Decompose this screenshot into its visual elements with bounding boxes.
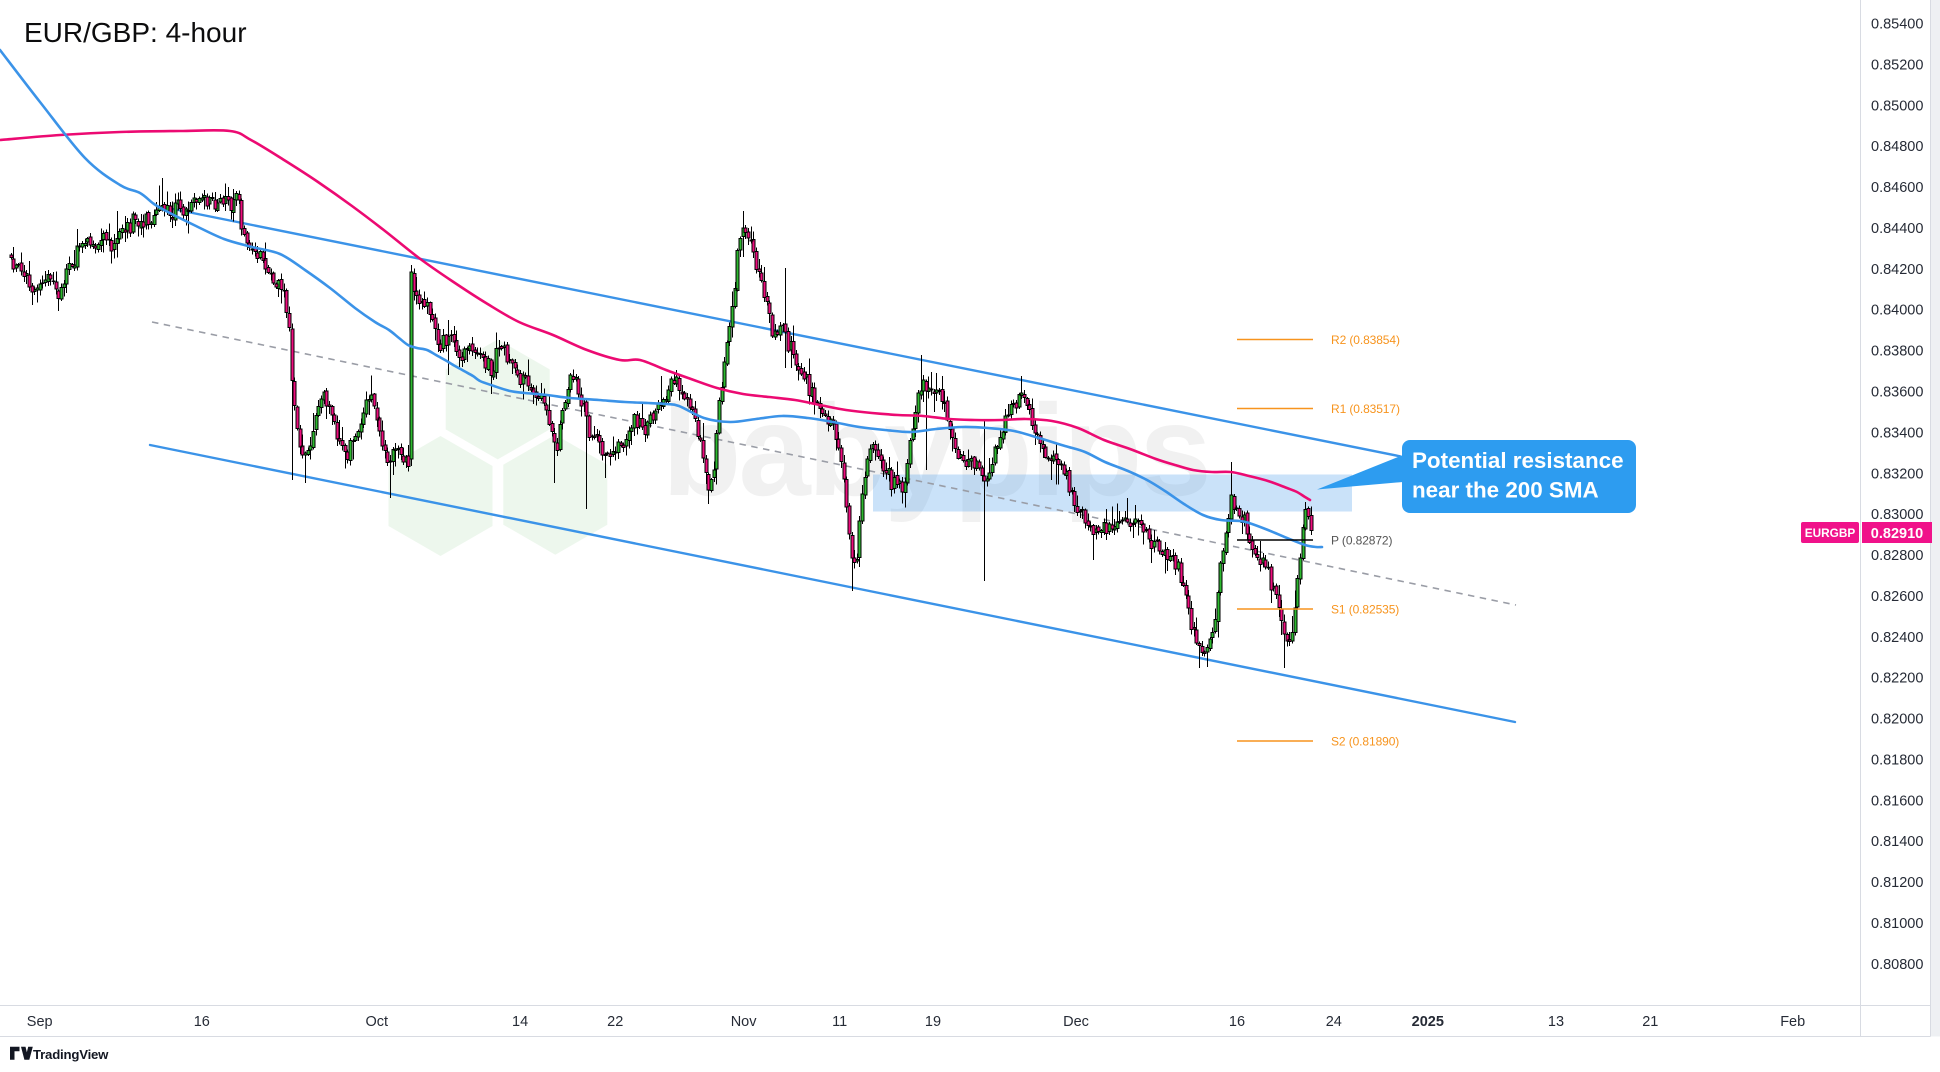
- svg-text:EURGBP: EURGBP: [1805, 526, 1856, 540]
- svg-text:0.84000: 0.84000: [1871, 303, 1923, 319]
- svg-text:R2 (0.83854): R2 (0.83854): [1331, 333, 1400, 347]
- svg-text:0.84400: 0.84400: [1871, 221, 1923, 237]
- svg-text:0.82600: 0.82600: [1871, 589, 1923, 605]
- svg-text:22: 22: [607, 1014, 623, 1030]
- svg-text:2025: 2025: [1412, 1014, 1444, 1030]
- svg-text:babypips: babypips: [662, 377, 1209, 523]
- svg-text:0.84600: 0.84600: [1871, 180, 1923, 196]
- svg-text:Nov: Nov: [731, 1014, 758, 1030]
- svg-text:0.82910: 0.82910: [1871, 526, 1923, 542]
- svg-text:0.81000: 0.81000: [1871, 916, 1923, 932]
- svg-text:0.83200: 0.83200: [1871, 466, 1923, 482]
- svg-text:Potential resistance: Potential resistance: [1412, 448, 1624, 473]
- svg-text:0.83800: 0.83800: [1871, 344, 1923, 360]
- svg-text:0.83600: 0.83600: [1871, 385, 1923, 401]
- svg-text:0.85000: 0.85000: [1871, 98, 1923, 114]
- svg-text:13: 13: [1548, 1014, 1564, 1030]
- svg-text:21: 21: [1642, 1014, 1658, 1030]
- svg-text:0.82800: 0.82800: [1871, 548, 1923, 564]
- svg-text:Oct: Oct: [366, 1014, 389, 1030]
- svg-text:S1 (0.82535): S1 (0.82535): [1331, 603, 1399, 617]
- svg-text:Feb: Feb: [1780, 1014, 1805, 1030]
- svg-text:0.84800: 0.84800: [1871, 139, 1923, 155]
- svg-text:0.82000: 0.82000: [1871, 712, 1923, 728]
- svg-text:16: 16: [1229, 1014, 1245, 1030]
- svg-text:near the 200 SMA: near the 200 SMA: [1412, 478, 1599, 503]
- svg-text:14: 14: [512, 1014, 528, 1030]
- svg-text:0.81800: 0.81800: [1871, 753, 1923, 769]
- svg-text:16: 16: [194, 1014, 210, 1030]
- svg-text:R1 (0.83517): R1 (0.83517): [1331, 402, 1400, 416]
- svg-text:S2 (0.81890): S2 (0.81890): [1331, 735, 1399, 749]
- svg-text:0.83400: 0.83400: [1871, 425, 1923, 441]
- svg-text:Sep: Sep: [27, 1014, 53, 1030]
- svg-text:Dec: Dec: [1063, 1014, 1089, 1030]
- svg-text:EUR/GBP: 4-hour: EUR/GBP: 4-hour: [24, 17, 247, 48]
- svg-text:11: 11: [832, 1014, 847, 1030]
- svg-text:0.84200: 0.84200: [1871, 262, 1923, 278]
- svg-text:P (0.82872): P (0.82872): [1331, 534, 1392, 548]
- svg-text:24: 24: [1326, 1014, 1342, 1030]
- svg-text:0.83000: 0.83000: [1871, 507, 1923, 523]
- svg-text:0.85200: 0.85200: [1871, 57, 1923, 73]
- svg-text:0.85400: 0.85400: [1871, 17, 1923, 33]
- svg-text:0.82400: 0.82400: [1871, 630, 1923, 646]
- svg-text:0.81200: 0.81200: [1871, 875, 1923, 891]
- svg-text:0.81400: 0.81400: [1871, 834, 1923, 850]
- svg-text:TradingView: TradingView: [33, 1047, 109, 1062]
- svg-text:0.80800: 0.80800: [1871, 957, 1923, 973]
- svg-text:19: 19: [925, 1014, 941, 1030]
- svg-text:0.81600: 0.81600: [1871, 793, 1923, 809]
- svg-text:0.82200: 0.82200: [1871, 671, 1923, 687]
